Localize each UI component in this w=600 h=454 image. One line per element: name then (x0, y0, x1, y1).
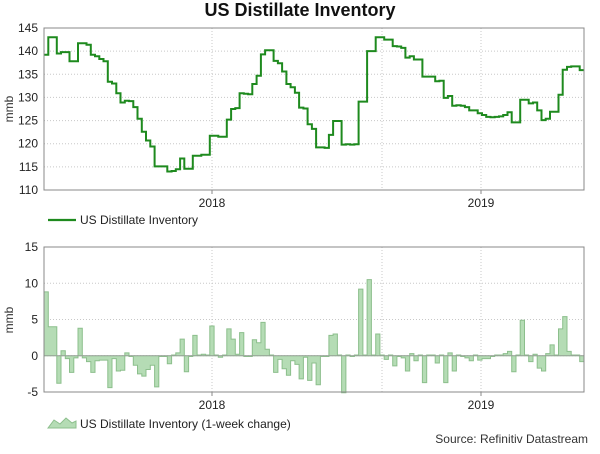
top-y-ticks: 110 115 120 125 130 135 140 145 (18, 21, 38, 197)
bottom-legend-label: US Distillate Inventory (1-week change) (80, 417, 291, 431)
bottom-legend: US Distillate Inventory (1-week change) (47, 417, 291, 431)
bot-weekly-change-area (43, 279, 585, 394)
top-ytick-label: 115 (19, 160, 38, 174)
top-ytick-label: 135 (18, 67, 38, 81)
top-inventory-line (44, 36, 584, 173)
source-note: Source: Refinitiv Datastream (435, 432, 588, 446)
top-series (44, 36, 584, 173)
bottom-series (43, 279, 585, 394)
bottom-plot-frame (43, 246, 585, 393)
bottom-y-ticks: -5 0 5 10 15 (25, 240, 39, 399)
top-ytick-label: 145 (18, 21, 38, 35)
bot-ytick-label: 5 (31, 313, 38, 327)
top-plot-frame (43, 27, 585, 191)
top-x-ticks: 2018 2019 (199, 190, 495, 210)
bot-xtick-label: 2019 (468, 398, 495, 412)
bottom-x-ticks: 2018 2019 (199, 392, 495, 412)
top-legend: US Distillate Inventory (48, 213, 198, 227)
bottom-legend-swatch (47, 417, 77, 429)
bottom-y-axis-label: mmb (2, 306, 16, 333)
top-ytick-label: 110 (19, 183, 38, 197)
bot-ytick-label: 10 (25, 276, 39, 290)
bot-ytick-label: 15 (25, 240, 39, 254)
bot-ytick-label: 0 (31, 349, 38, 363)
top-xtick-label: 2019 (468, 196, 495, 210)
bottom-panel: mmb -5 0 5 10 15 2018 2019 (2, 240, 585, 412)
top-ytick-label: 140 (18, 44, 38, 58)
chart-title: US Distillate Inventory (204, 0, 395, 20)
top-panel: mmb 110 115 120 125 130 135 140 145 2018 2019 (2, 21, 585, 210)
top-ytick-label: 130 (18, 90, 38, 104)
top-legend-label: US Distillate Inventory (80, 213, 198, 227)
bot-ytick-label: -5 (27, 385, 38, 399)
top-xtick-label: 2018 (199, 196, 226, 210)
top-gridlines (44, 27, 584, 191)
top-y-axis-label: mmb (2, 95, 16, 122)
bot-xtick-label: 2018 (199, 398, 226, 412)
top-ytick-label: 125 (18, 114, 38, 128)
top-ytick-label: 120 (18, 137, 38, 151)
